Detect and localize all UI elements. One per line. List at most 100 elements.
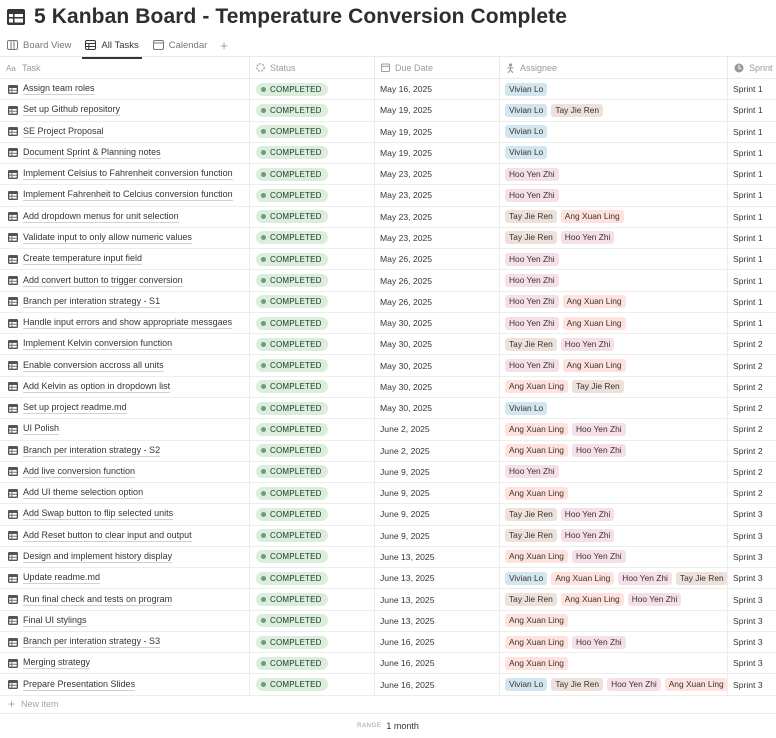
- status-cell[interactable]: COMPLETED: [250, 440, 375, 461]
- sprint-cell[interactable]: Sprint 3: [733, 615, 763, 626]
- status-badge[interactable]: COMPLETED: [256, 465, 328, 479]
- assignee-tag[interactable]: Ang Xuan Ling: [560, 593, 624, 606]
- table-row[interactable]: Run final check and tests on program COMP…: [0, 589, 776, 611]
- sprint-cell[interactable]: Sprint 2: [733, 424, 763, 435]
- status-badge[interactable]: COMPLETED: [256, 125, 328, 139]
- assignee-tag[interactable]: Ang Xuan Ling: [562, 295, 626, 309]
- assignee-cell[interactable]: Ang Xuan Ling Hoo Yen Zhi: [500, 631, 728, 653]
- status-badge[interactable]: COMPLETED: [256, 274, 328, 288]
- sprint-cell[interactable]: Sprint 1: [733, 147, 763, 158]
- status-cell[interactable]: COMPLETED: [250, 397, 375, 419]
- status-badge[interactable]: COMPLETED: [256, 210, 328, 224]
- status-cell[interactable]: COMPLETED: [250, 79, 375, 100]
- assignee-tag[interactable]: Hoo Yen Zhi: [560, 529, 615, 543]
- assignee-tag[interactable]: Tay Jie Ren: [551, 678, 604, 692]
- sprint-cell[interactable]: Sprint 3: [733, 509, 763, 520]
- table-row[interactable]: Create temperature input field COMPLETED M…: [0, 249, 776, 271]
- task-title[interactable]: Implement Kelvin conversion function: [23, 338, 173, 351]
- assignee-tag[interactable]: Hoo Yen Zhi: [571, 550, 626, 564]
- sprint-cell[interactable]: Sprint 1: [733, 105, 763, 116]
- due-date-cell[interactable]: May 26, 2025: [375, 270, 500, 291]
- task-cell[interactable]: Implement Fahrenheit to Celcius conversi…: [0, 185, 250, 206]
- assignee-tag[interactable]: Ang Xuan Ling: [505, 550, 568, 564]
- assignee-tag[interactable]: Tay Jie Ren: [505, 507, 557, 521]
- assignee-cell[interactable]: Vivian Lo: [500, 397, 728, 419]
- status-badge[interactable]: COMPLETED: [256, 380, 328, 394]
- status-cell[interactable]: COMPLETED: [250, 674, 375, 695]
- table-row[interactable]: Add convert button to trigger conversion…: [0, 270, 776, 292]
- tab-all-tasks[interactable]: All Tasks: [78, 34, 145, 59]
- status-badge[interactable]: COMPLETED: [256, 635, 328, 649]
- task-cell[interactable]: Add Swap button to flip selected units: [0, 504, 250, 525]
- status-cell[interactable]: COMPLETED: [250, 291, 375, 312]
- task-cell[interactable]: Update readme.md: [0, 568, 250, 589]
- due-date-cell[interactable]: June 13, 2025: [375, 610, 500, 631]
- assignee-tag[interactable]: Vivian Lo: [505, 146, 548, 160]
- task-title[interactable]: Add Kelvin as option in dropdown list: [23, 380, 171, 393]
- status-cell[interactable]: COMPLETED: [250, 461, 375, 483]
- table-row[interactable]: Branch per interation strategy - S3 COMPL…: [0, 631, 776, 654]
- assignee-tag[interactable]: Tay Jie Ren: [571, 380, 624, 394]
- sprint-cell[interactable]: Sprint 3: [733, 573, 763, 584]
- status-cell[interactable]: COMPLETED: [250, 164, 375, 185]
- assignee-cell[interactable]: Vivian Lo Tay Jie Ren: [500, 100, 728, 121]
- table-row[interactable]: Final UI stylings COMPLETED June 13, 2025 A…: [0, 610, 776, 632]
- assignee-cell[interactable]: Hoo Yen Zhi Ang Xuan Ling: [500, 355, 728, 376]
- task-cell[interactable]: Add UI theme selection option: [0, 483, 250, 504]
- due-date-cell[interactable]: June 2, 2025: [375, 419, 500, 440]
- table-row[interactable]: Add live conversion function COMPLETED Jun…: [0, 461, 776, 484]
- task-title[interactable]: Enable conversion accross all units: [23, 359, 164, 372]
- task-cell[interactable]: Create temperature input field: [0, 249, 250, 270]
- assignee-cell[interactable]: Hoo Yen Zhi Ang Xuan Ling: [500, 291, 728, 312]
- sprint-cell[interactable]: Sprint 3: [733, 637, 763, 648]
- assignee-tag[interactable]: Ang Xuan Ling: [505, 422, 568, 436]
- assignee-tag[interactable]: Ang Xuan Ling: [505, 444, 568, 458]
- due-date-cell[interactable]: June 13, 2025: [375, 589, 500, 610]
- sprint-cell[interactable]: Sprint 2: [733, 466, 763, 477]
- assignee-tag[interactable]: Ang Xuan Ling: [560, 210, 624, 224]
- due-date-cell[interactable]: June 13, 2025: [375, 546, 500, 568]
- status-badge[interactable]: COMPLETED: [256, 295, 328, 309]
- table-row[interactable]: Add dropdown menus for unit selection COM…: [0, 206, 776, 228]
- assignee-tag[interactable]: Tay Jie Ren: [505, 593, 557, 606]
- column-header-task[interactable]: Aa Task: [0, 57, 250, 78]
- sprint-cell[interactable]: Sprint 1: [733, 232, 763, 243]
- assignee-tag[interactable]: Vivian Lo: [505, 401, 548, 415]
- status-cell[interactable]: COMPLETED: [250, 270, 375, 291]
- task-cell[interactable]: Add Kelvin as option in dropdown list: [0, 376, 250, 397]
- assignee-cell[interactable]: Ang Xuan Ling Tay Jie Ren: [500, 376, 728, 397]
- due-date-cell[interactable]: May 19, 2025: [375, 142, 500, 164]
- assignee-tag[interactable]: Ang Xuan Ling: [551, 571, 615, 585]
- task-title[interactable]: Add dropdown menus for unit selection: [23, 210, 179, 223]
- column-header-due-date[interactable]: Due Date: [375, 57, 500, 78]
- assignee-tag[interactable]: Vivian Lo: [505, 571, 548, 585]
- assignee-cell[interactable]: Tay Jie Ren Hoo Yen Zhi: [500, 334, 728, 355]
- status-badge[interactable]: COMPLETED: [256, 486, 328, 500]
- task-cell[interactable]: Implement Kelvin conversion function: [0, 334, 250, 355]
- task-title[interactable]: Set up Github repository: [23, 104, 121, 117]
- status-badge[interactable]: COMPLETED: [256, 571, 328, 585]
- due-date-cell[interactable]: June 9, 2025: [375, 504, 500, 525]
- sprint-cell[interactable]: Sprint 3: [733, 551, 763, 562]
- assignee-tag[interactable]: Hoo Yen Zhi: [560, 337, 615, 351]
- assignee-tag[interactable]: Ang Xuan Ling: [562, 359, 626, 373]
- status-badge[interactable]: COMPLETED: [256, 231, 328, 245]
- task-cell[interactable]: Validate input to only allow numeric val…: [0, 227, 250, 249]
- table-row[interactable]: Design and implement history display COMP…: [0, 546, 776, 569]
- table-row[interactable]: Handle input errors and show appropriate…: [0, 312, 776, 335]
- task-title[interactable]: Prepare Presentation Slides: [23, 678, 136, 691]
- due-date-cell[interactable]: June 16, 2025: [375, 653, 500, 674]
- status-badge[interactable]: COMPLETED: [256, 507, 328, 521]
- assignee-cell[interactable]: Vivian Lo: [500, 121, 728, 142]
- assignee-tag[interactable]: Vivian Lo: [505, 125, 548, 139]
- status-cell[interactable]: COMPLETED: [250, 589, 375, 610]
- status-cell[interactable]: COMPLETED: [250, 185, 375, 206]
- status-badge[interactable]: COMPLETED: [256, 444, 328, 458]
- status-cell[interactable]: COMPLETED: [250, 355, 375, 376]
- table-row[interactable]: UI Polish COMPLETED June 2, 2025 Ang Xuan L…: [0, 419, 776, 441]
- assignee-tag[interactable]: Tay Jie Ren: [505, 231, 557, 245]
- sprint-cell[interactable]: Sprint 3: [733, 658, 763, 669]
- status-badge[interactable]: COMPLETED: [256, 252, 328, 266]
- assignee-cell[interactable]: Ang Xuan Ling Hoo Yen Zhi: [500, 546, 728, 568]
- due-date-cell[interactable]: June 9, 2025: [375, 461, 500, 483]
